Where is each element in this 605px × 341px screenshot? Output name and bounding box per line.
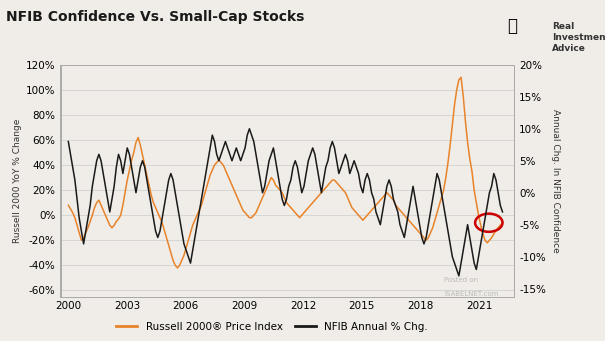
Text: ISABELNET.com: ISABELNET.com <box>444 291 499 297</box>
Text: NFIB Confidence Vs. Small-Cap Stocks: NFIB Confidence Vs. Small-Cap Stocks <box>6 10 304 24</box>
Text: Posted on: Posted on <box>444 277 478 283</box>
Text: 🦅: 🦅 <box>508 17 517 35</box>
Y-axis label: Annual Chg. In NFIB Confidence: Annual Chg. In NFIB Confidence <box>551 109 560 253</box>
Text: Real
Investment
Advice: Real Investment Advice <box>552 22 605 53</box>
Legend: Russell 2000® Price Index, NFIB Annual % Chg.: Russell 2000® Price Index, NFIB Annual %… <box>113 317 432 336</box>
Y-axis label: Russell 2000 YoY % Change: Russell 2000 YoY % Change <box>13 119 22 243</box>
